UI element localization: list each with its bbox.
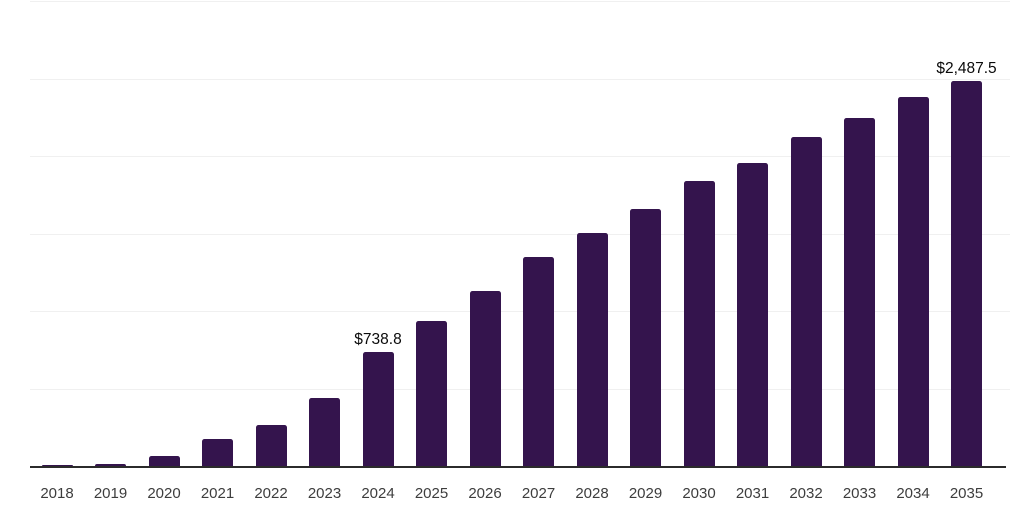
x-tick-label-2032: 2032 <box>789 485 823 502</box>
gridline-2500 <box>30 78 1010 80</box>
bar-2028[interactable] <box>576 233 608 467</box>
bar-2019[interactable] <box>95 464 126 467</box>
bar-2018[interactable] <box>41 465 73 467</box>
x-tick-label-2030: 2030 <box>682 485 716 502</box>
gridline-3000 <box>30 1 1010 2</box>
x-tick-label-2035: 2035 <box>949 485 984 502</box>
value-label-2024: $738.8 <box>354 330 402 348</box>
value-label-2035: $2,487.5 <box>936 59 997 77</box>
x-tick-label-2022: 2022 <box>254 485 288 502</box>
x-axis-line <box>30 466 1006 468</box>
bar-2030[interactable] <box>683 180 715 467</box>
bar-2023[interactable] <box>309 397 340 467</box>
x-tick-label-2027: 2027 <box>521 485 556 502</box>
gridline-500 <box>30 388 1010 390</box>
bar-2022[interactable] <box>255 425 287 467</box>
bar-2029[interactable] <box>630 209 661 467</box>
bar-2024[interactable] <box>362 351 394 467</box>
gridline-2000 <box>30 156 1010 158</box>
x-tick-label-2020: 2020 <box>147 485 181 502</box>
bar-2033[interactable] <box>844 117 875 467</box>
bar-2026[interactable] <box>469 290 501 467</box>
gridline-1000 <box>30 311 1010 313</box>
bar-2027[interactable] <box>523 257 554 467</box>
x-tick-label-2024: 2024 <box>361 485 395 502</box>
x-tick-label-2031: 2031 <box>735 485 770 502</box>
x-tick-label-2025: 2025 <box>414 485 449 502</box>
x-tick-label-2019: 2019 <box>93 485 128 502</box>
bar-2031[interactable] <box>737 162 768 467</box>
bar-2034[interactable] <box>897 97 929 467</box>
bar-2025[interactable] <box>416 320 447 467</box>
bar-2032[interactable] <box>790 137 822 467</box>
x-tick-label-2029: 2029 <box>628 485 663 502</box>
bar-2021[interactable] <box>202 439 233 467</box>
x-tick-label-2023: 2023 <box>307 485 342 502</box>
x-tick-label-2026: 2026 <box>468 485 502 502</box>
bar-2020[interactable] <box>148 455 180 467</box>
gridline-1500 <box>30 233 1010 235</box>
x-tick-label-2028: 2028 <box>575 485 609 502</box>
x-tick-label-2018: 2018 <box>40 485 74 502</box>
x-tick-label-2034: 2034 <box>896 485 930 502</box>
bar-2035[interactable] <box>951 80 982 467</box>
x-tick-label-2021: 2021 <box>200 485 235 502</box>
x-tick-label-2033: 2033 <box>842 485 877 502</box>
